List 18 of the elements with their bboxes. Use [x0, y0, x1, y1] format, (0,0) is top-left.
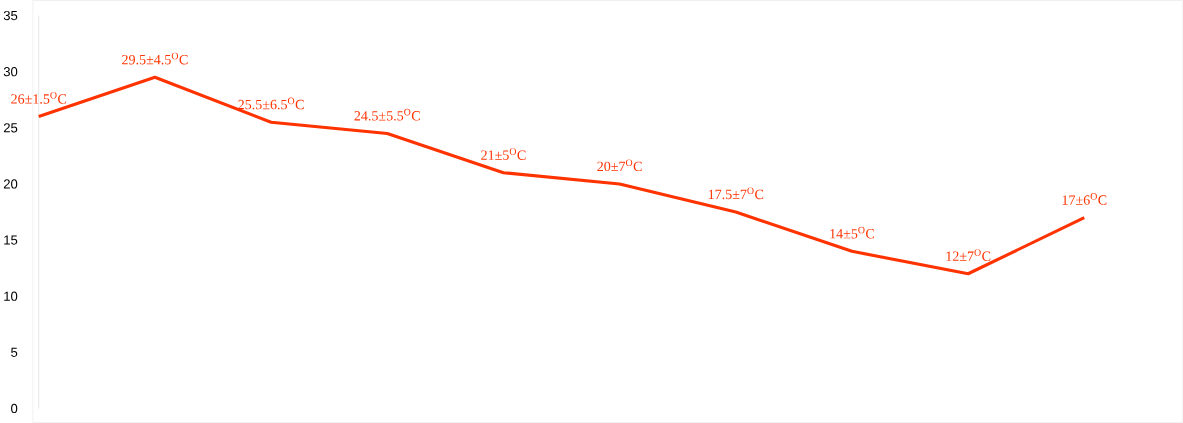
y-tick-label: 35: [3, 10, 18, 21]
y-tick-label: 0: [11, 403, 18, 414]
y-tick-label: 30: [3, 67, 18, 77]
data-label: 21±5$^{O}$C: [481, 148, 526, 160]
data-label: 29.5±4.5$^{O}$C: [122, 52, 188, 65]
y-tick-label: 25: [3, 123, 18, 133]
data-label: 24.5±5.5$^{O}$C: [354, 108, 420, 121]
y-tick-label: 15: [4, 235, 18, 245]
data-label: 20±7$^{O}$C: [597, 159, 642, 172]
y-tick-label: 10: [4, 291, 18, 301]
data-label: 14±5$^{O}$C: [830, 226, 875, 239]
data-label: 17±6$^{O}$C: [1062, 193, 1107, 205]
y-tick-label: 20: [3, 179, 18, 189]
data-label: 12±7$^{O}$C: [946, 249, 991, 261]
data-label: 26±1.5$^{O}$C: [11, 91, 67, 104]
data-label: 17.5±7$^{O}$C: [708, 187, 764, 200]
data-label: 25.5±6.5$^{O}$C: [238, 97, 304, 110]
y-tick-label: 5: [11, 347, 18, 357]
